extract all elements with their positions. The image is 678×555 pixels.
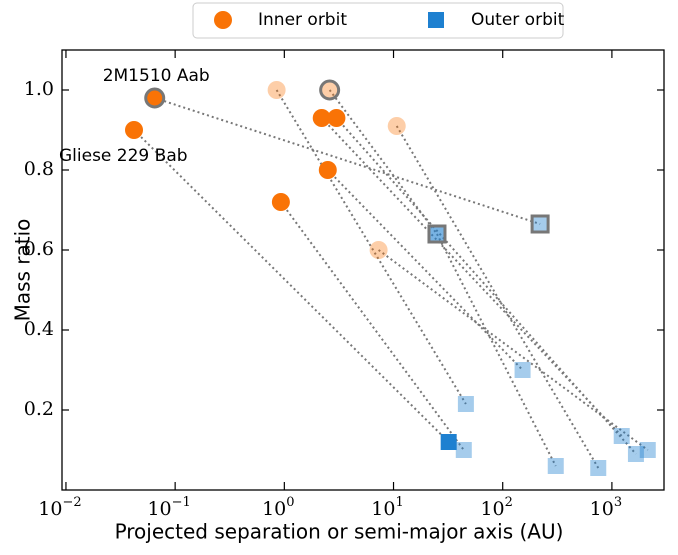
legend-label: Outer orbit bbox=[471, 10, 565, 30]
point bbox=[327, 109, 346, 127]
y-axis-label: Mass ratio bbox=[11, 219, 35, 322]
link-line bbox=[395, 125, 600, 469]
link-line bbox=[275, 89, 467, 405]
x-tick-label: 102 bbox=[480, 495, 512, 521]
x-tick-exponent: 1 bbox=[395, 495, 403, 510]
x-tick-exponent: 3 bbox=[614, 495, 622, 510]
x-tick-base: 10 bbox=[590, 498, 614, 520]
point bbox=[318, 161, 337, 179]
x-tick-base: 10 bbox=[147, 498, 171, 520]
point bbox=[319, 79, 341, 101]
link-line bbox=[280, 201, 465, 451]
x-tick-exponent: 2 bbox=[505, 495, 513, 510]
point bbox=[530, 214, 550, 234]
x-tick-exponent: 0 bbox=[286, 495, 294, 510]
point bbox=[387, 117, 406, 135]
point bbox=[267, 81, 286, 99]
point bbox=[369, 241, 388, 259]
point bbox=[427, 224, 447, 244]
x-tick-base: 10 bbox=[371, 498, 395, 520]
link-line bbox=[378, 249, 649, 451]
point bbox=[514, 362, 531, 378]
x-tick-label: 100 bbox=[262, 495, 294, 521]
x-tick-base: 10 bbox=[480, 498, 504, 520]
plot-frame bbox=[61, 49, 665, 491]
link-line bbox=[436, 233, 557, 467]
point bbox=[271, 193, 290, 211]
y-tick-label: 0.8 bbox=[24, 158, 54, 180]
x-axis-label: Projected separation or semi-major axis … bbox=[115, 520, 564, 544]
annotation: Gliese 229 Bab bbox=[59, 146, 188, 166]
point bbox=[613, 428, 630, 444]
legend-box bbox=[192, 2, 564, 39]
link-line bbox=[327, 169, 524, 371]
annotation: 2M1510 Aab bbox=[103, 66, 210, 86]
y-tick-label: 0.2 bbox=[24, 398, 54, 420]
x-tick-base: 10 bbox=[262, 498, 286, 520]
x-tick-label: 10−2 bbox=[38, 495, 81, 521]
point bbox=[144, 87, 166, 109]
x-tick-base: 10 bbox=[38, 498, 62, 520]
legend-marker bbox=[428, 12, 444, 28]
point bbox=[627, 446, 644, 462]
point bbox=[639, 442, 656, 458]
x-tick-label: 103 bbox=[590, 495, 622, 521]
x-tick-label: 101 bbox=[371, 495, 403, 521]
point bbox=[455, 442, 472, 458]
legend-label: Inner orbit bbox=[258, 10, 347, 30]
point bbox=[440, 434, 457, 450]
link-line bbox=[133, 129, 450, 443]
y-tick-label: 0.6 bbox=[24, 238, 54, 260]
y-tick-label: 0.4 bbox=[24, 318, 54, 340]
x-tick-exponent: −1 bbox=[172, 495, 191, 510]
x-tick-label: 10−1 bbox=[147, 495, 190, 521]
link-line bbox=[335, 117, 637, 455]
point bbox=[457, 396, 474, 412]
point bbox=[590, 460, 607, 476]
link-line bbox=[154, 97, 541, 225]
y-tick-label: 1.0 bbox=[24, 78, 54, 100]
x-tick-exponent: −2 bbox=[62, 495, 81, 510]
legend-marker bbox=[214, 11, 232, 29]
point bbox=[125, 121, 144, 139]
point bbox=[547, 458, 564, 474]
point bbox=[312, 109, 331, 127]
